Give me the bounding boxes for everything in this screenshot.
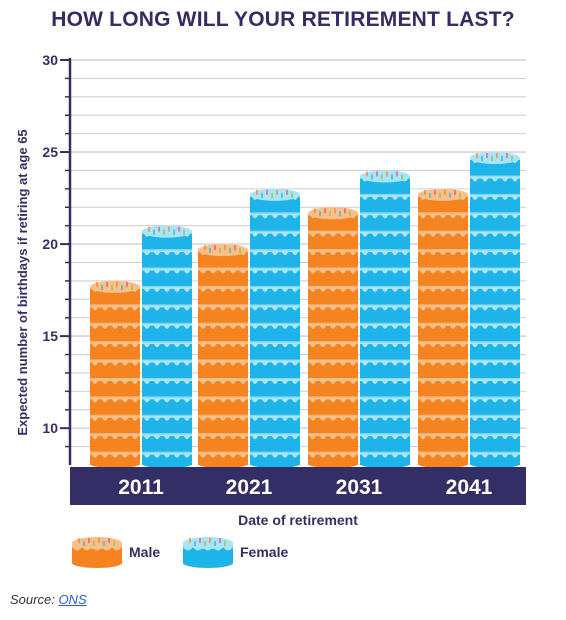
legend-label-male: Male — [129, 544, 160, 560]
female-bar — [250, 188, 300, 471]
legend-item-female: Female — [183, 537, 288, 568]
female-bar — [142, 225, 192, 471]
x-axis-band — [70, 467, 526, 505]
legend-item-male: Male — [72, 537, 160, 568]
x-tick-label: 2031 — [336, 476, 383, 499]
x-axis-label: Date of retirement — [238, 512, 358, 528]
source-note: Source: ONS — [10, 592, 87, 607]
y-tick-label: 10 — [42, 420, 58, 436]
source-link[interactable]: ONS — [58, 592, 87, 607]
x-tick-label: 2041 — [446, 476, 493, 499]
male-bar — [308, 207, 358, 471]
x-tick-label: 2011 — [118, 476, 164, 499]
bars — [90, 152, 520, 471]
source-label: Source: — [10, 592, 55, 607]
legend: Male Female — [72, 537, 288, 568]
y-tick-label: 20 — [42, 236, 58, 252]
bar-chart: 10 15 20 25 30 Expected number of birthdays i… — [15, 52, 526, 568]
y-tick-label: 25 — [42, 144, 58, 160]
y-tick-label: 30 — [42, 52, 58, 68]
female-bar — [470, 152, 520, 471]
legend-label-female: Female — [240, 544, 288, 560]
male-bar — [418, 188, 468, 471]
female-bar — [360, 170, 410, 471]
chart-title: HOW LONG WILL YOUR RETIREMENT LAST? — [51, 8, 515, 31]
y-tick-label: 15 — [42, 328, 58, 344]
male-bar — [90, 280, 140, 471]
male-bar — [198, 244, 248, 471]
x-tick-label: 2021 — [226, 476, 273, 499]
y-axis-label: Expected number of birthdays if retiring… — [15, 129, 30, 435]
